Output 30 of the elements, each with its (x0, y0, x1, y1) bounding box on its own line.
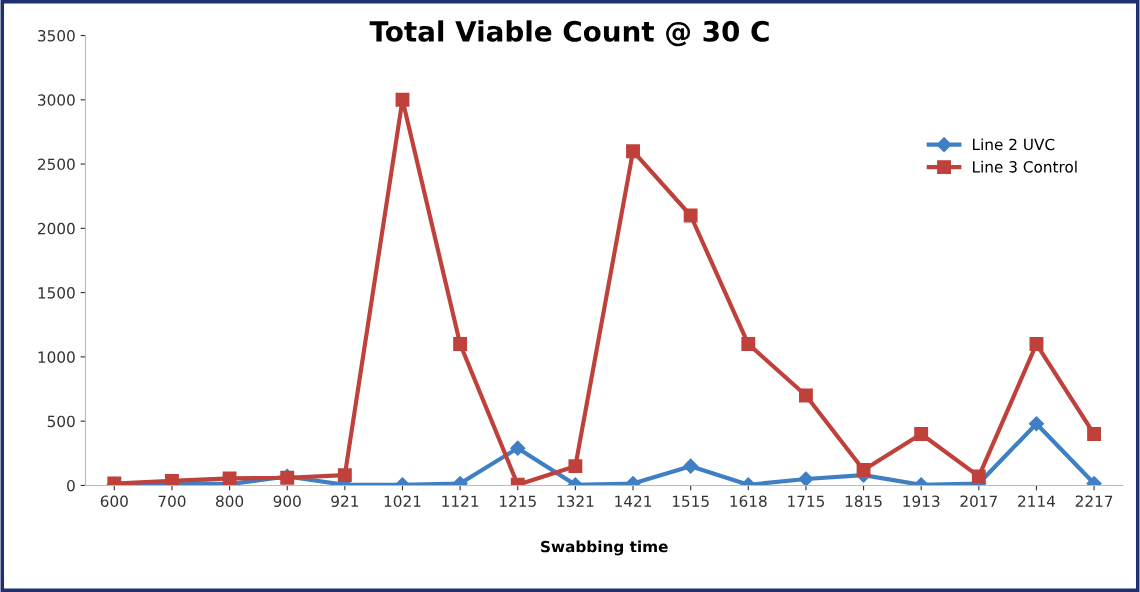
x-tick-label: 900 (273, 495, 301, 507)
legend-label: Line 2 UVC (973, 138, 1055, 151)
x-tick-label: 921 (331, 495, 359, 507)
x-tick-label: 1321 (557, 495, 594, 507)
y-tick-label: 1000 (38, 351, 75, 363)
y-tick-label: 2000 (38, 222, 75, 235)
y-tick-label: 500 (47, 415, 75, 428)
x-tick-label: 1515 (672, 495, 709, 507)
x-tick-label: 700 (158, 495, 186, 507)
y-tick-label: 3000 (38, 94, 75, 106)
x-tick-label: 1121 (442, 495, 479, 507)
x-tick-label: 1421 (615, 495, 652, 507)
x-tick-label: 1618 (730, 495, 767, 507)
y-tick-label: 3500 (38, 29, 75, 42)
x-tick-label: 800 (216, 495, 244, 507)
x-tick-label: 1913 (903, 495, 940, 507)
x-tick-label: 1715 (788, 495, 825, 507)
x-tick-label: 2017 (960, 495, 997, 507)
y-tick-label: 0 (67, 479, 75, 492)
x-axis-title: Swabbing time (541, 540, 668, 556)
y-tick-label: 1500 (38, 287, 75, 299)
y-tick-label: 2500 (38, 158, 75, 171)
x-tick-label: 2114 (1018, 495, 1056, 507)
x-tick-label: 2217 (1075, 495, 1113, 507)
legend-label: Line 3 Control (973, 160, 1077, 173)
x-tick-label: 1815 (845, 495, 882, 507)
chart-title: Total Viable Count @ 30 C (369, 20, 769, 47)
x-tick-label: 1215 (499, 495, 536, 507)
x-tick-label: 1021 (384, 495, 421, 507)
x-tick-label: 600 (100, 495, 128, 507)
